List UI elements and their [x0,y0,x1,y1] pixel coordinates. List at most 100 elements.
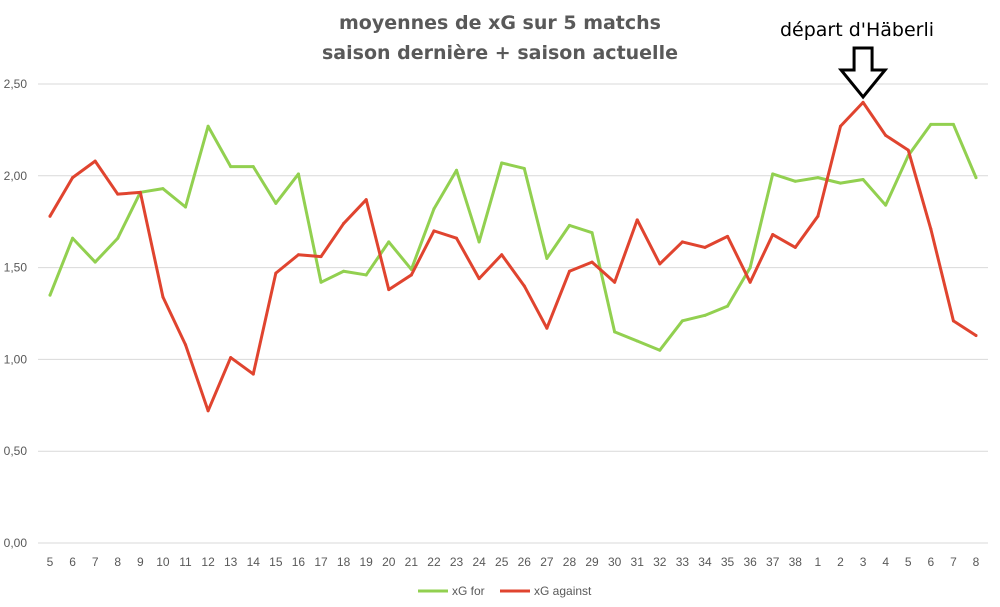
data-point [71,236,75,240]
x-tick-label: 18 [337,555,351,569]
data-point [567,223,571,227]
x-tick-label: 27 [540,555,554,569]
data-point [432,207,436,211]
legend-item: xG against [500,584,592,598]
data-point [703,313,707,317]
y-tick-label: 2,00 [4,169,28,183]
data-point [816,214,820,218]
data-point [567,269,571,273]
data-point [884,133,888,137]
down-arrow-icon [837,46,889,100]
x-tick-label: 3 [860,555,867,569]
y-tick-label: 1,50 [4,261,28,275]
x-tick-label: 32 [653,555,667,569]
legend-item: xG for [418,584,485,598]
data-point [613,280,617,284]
x-tick-label: 30 [608,555,622,569]
y-tick-label: 2,50 [4,77,28,91]
x-tick-label: 31 [631,555,645,569]
data-point [184,205,188,209]
x-tick-label: 8 [114,555,121,569]
x-tick-label: 9 [137,555,144,569]
data-point [680,319,684,323]
data-point [951,319,955,323]
data-point [93,159,97,163]
data-point [229,356,233,360]
series-1 [48,122,978,352]
series-2 [48,100,978,413]
x-tick-label: 19 [360,555,374,569]
series-line [48,100,978,413]
y-tick-label: 0,00 [4,536,28,550]
data-point [455,236,459,240]
x-tick-label: 8 [973,555,980,569]
data-point [861,177,865,181]
data-point [364,273,368,277]
data-point [409,267,413,271]
data-point [342,222,346,226]
data-point [748,280,752,284]
data-point [206,409,210,413]
data-point [838,181,842,185]
x-tick-label: 16 [292,555,306,569]
data-point [748,266,752,270]
annotation-arrow [837,46,889,100]
x-tick-label: 11 [179,555,192,569]
data-point [793,179,797,183]
data-point [48,293,52,297]
data-point [838,124,842,128]
x-tick-label: 7 [92,555,99,569]
x-tick-label: 15 [269,555,283,569]
data-point [387,240,391,244]
x-tick-label: 34 [698,555,712,569]
data-point [545,326,549,330]
x-tick-label: 33 [676,555,690,569]
x-tick-label: 7 [950,555,957,569]
data-point [387,288,391,292]
data-point [364,198,368,202]
data-point [296,253,300,257]
data-point [771,233,775,237]
x-axis-ticks: 5 6 7 8 9 10 11 12 13 14 15 16 17 18 19 20 21 22 23 24 25 26 2… [47,555,980,569]
data-point [251,165,255,169]
data-point [771,172,775,176]
data-point [71,176,75,180]
data-point [409,273,413,277]
data-point [703,245,707,249]
x-tick-label: 4 [882,555,889,569]
data-point [206,124,210,128]
data-point [929,227,933,231]
data-point [319,255,323,259]
x-tick-label: 22 [427,555,441,569]
x-tick-label: 26 [518,555,532,569]
data-point [342,269,346,273]
data-point [658,348,662,352]
data-point [884,203,888,207]
x-tick-label: 17 [314,555,328,569]
data-point [319,280,323,284]
data-point [477,240,481,244]
x-tick-label: 23 [450,555,464,569]
data-point [951,122,955,126]
data-point [613,330,617,334]
series-lines [48,100,978,413]
data-point [116,192,120,196]
x-tick-label: 12 [201,555,215,569]
data-point [432,229,436,233]
data-point [861,100,865,104]
x-tick-label: 13 [224,555,238,569]
data-point [929,122,933,126]
data-point [658,262,662,266]
data-point [161,187,165,191]
x-tick-label: 28 [563,555,577,569]
data-point [184,343,188,347]
data-point [545,256,549,260]
data-point [274,201,278,205]
data-point [974,334,978,338]
x-tick-label: 21 [405,555,419,569]
data-point [161,295,165,299]
x-tick-label: 37 [766,555,780,569]
data-point [816,176,820,180]
legend-label: xG for [452,584,485,598]
